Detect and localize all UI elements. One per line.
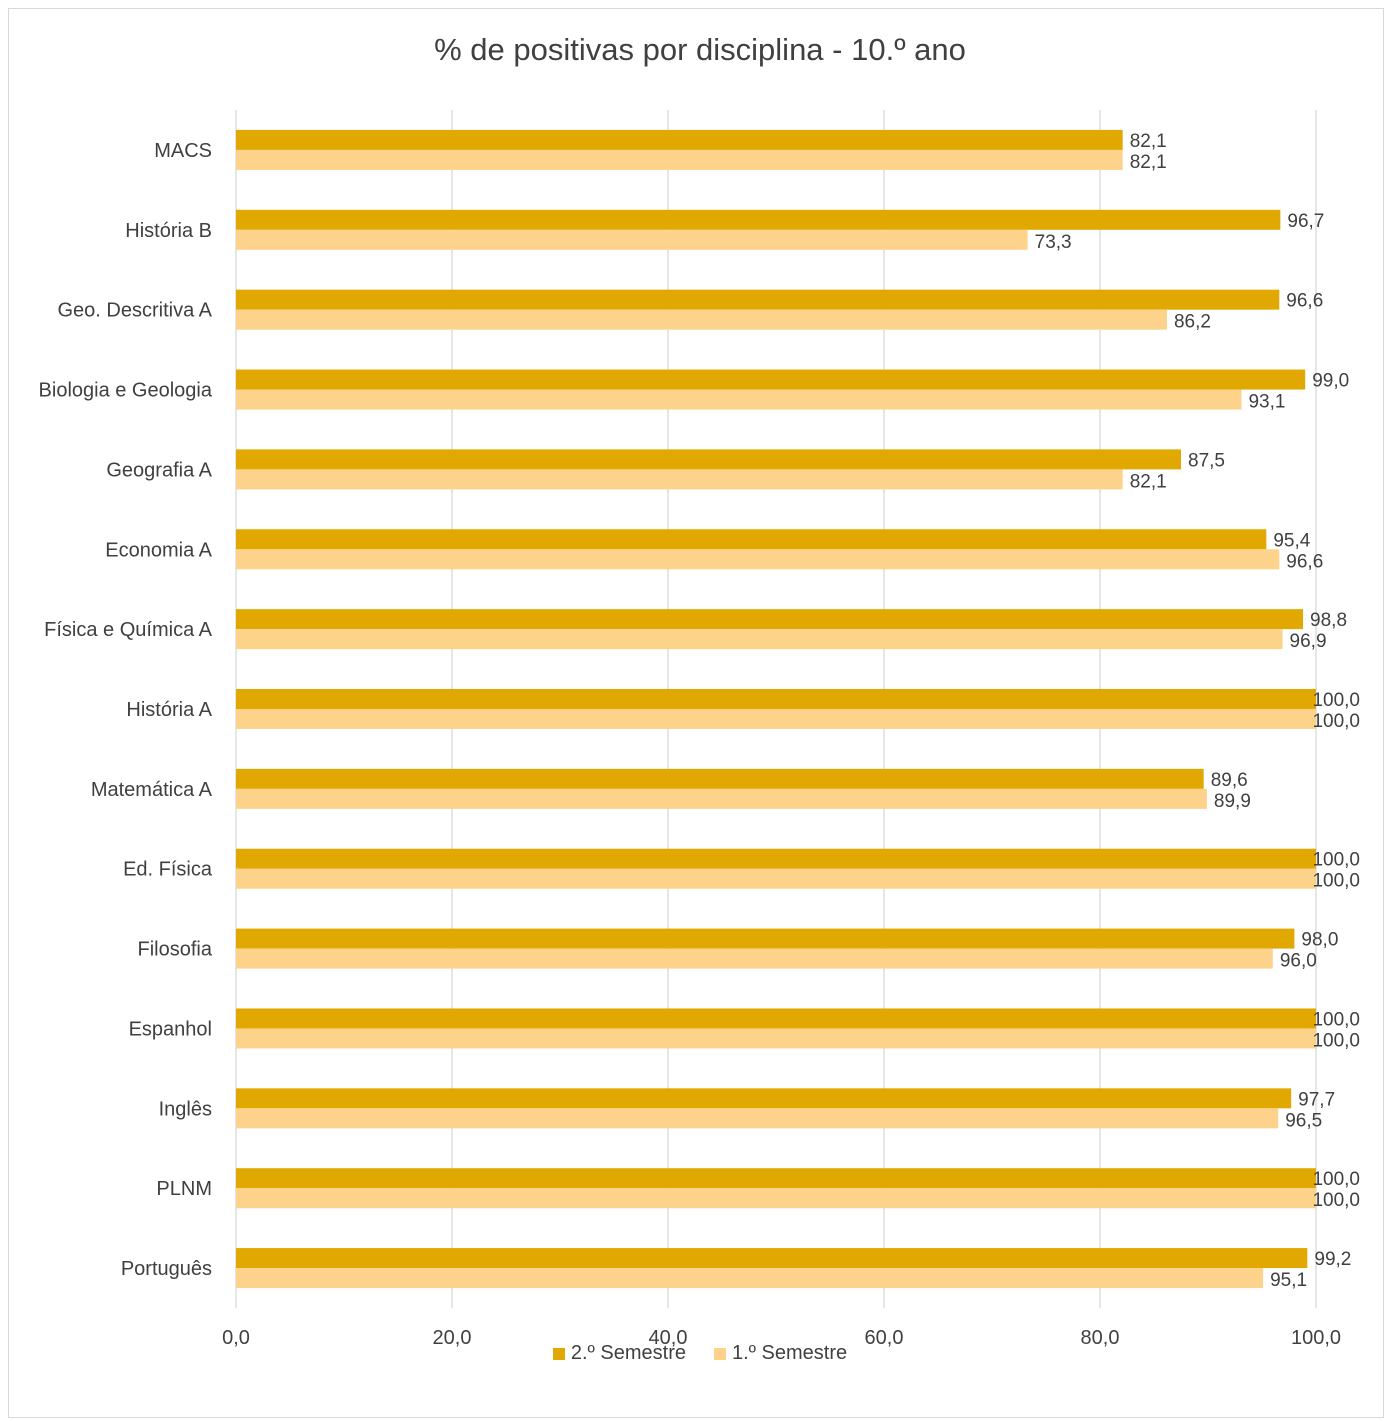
bar [236, 629, 1283, 650]
data-label: 93,1 [1248, 392, 1285, 413]
data-label: 100,0 [1312, 1169, 1360, 1190]
bar [236, 449, 1181, 470]
x-tick-label: 80,0 [1081, 1327, 1120, 1349]
data-label: 100,0 [1312, 1030, 1360, 1051]
chart-title: % de positivas por disciplina - 10.º ano [434, 32, 966, 67]
category-label: Filosofia [138, 939, 213, 961]
bar [236, 848, 1316, 869]
bar [236, 129, 1123, 150]
category-label: Espanhol [129, 1018, 212, 1040]
x-tick-label: 0,0 [222, 1327, 250, 1349]
bar [236, 689, 1316, 709]
bar [236, 229, 1028, 250]
bar [236, 788, 1207, 809]
bar [236, 289, 1280, 310]
bar [236, 609, 1304, 630]
bar [236, 1088, 1292, 1109]
data-label: 100,0 [1312, 711, 1360, 732]
bar [236, 529, 1267, 550]
category-label: Matemática A [91, 779, 213, 801]
data-label: 98,0 [1301, 930, 1338, 951]
bar [236, 149, 1123, 170]
data-label: 95,4 [1273, 530, 1310, 551]
x-tick-label: 60,0 [865, 1327, 904, 1349]
legend: 2.º Semestre 1.º Semestre [0, 1342, 1386, 1365]
category-label: História B [125, 220, 212, 242]
data-label: 82,1 [1130, 131, 1167, 152]
legend-label-series-2: 1.º Semestre [732, 1342, 848, 1364]
category-label: Física e Química A [44, 619, 212, 641]
category-label: Economia A [105, 539, 212, 561]
data-label: 96,9 [1290, 631, 1327, 652]
category-label: MACS [154, 140, 212, 162]
bar [236, 1268, 1264, 1289]
bar [236, 928, 1295, 949]
legend-label-series-1: 2.º Semestre [570, 1342, 686, 1364]
data-label: 100,0 [1312, 1190, 1360, 1211]
bar [236, 1188, 1316, 1209]
data-label: 98,8 [1310, 610, 1347, 631]
category-label: PLNM [156, 1178, 212, 1200]
data-label: 89,6 [1211, 770, 1248, 791]
bar [236, 1248, 1308, 1269]
data-label: 96,7 [1287, 211, 1324, 232]
bar [236, 1108, 1279, 1129]
data-label: 99,0 [1312, 371, 1349, 392]
bar [236, 1168, 1316, 1189]
data-label: 86,2 [1174, 312, 1211, 333]
data-label: 89,9 [1214, 791, 1251, 812]
bar [236, 709, 1316, 729]
legend-item-series-1: 2.º Semestre [552, 1342, 686, 1365]
bar [236, 389, 1242, 410]
category-label: Geografia A [106, 459, 212, 481]
data-label: 82,1 [1130, 152, 1167, 173]
data-label: 95,1 [1270, 1270, 1307, 1291]
legend-item-series-2: 1.º Semestre [714, 1342, 847, 1365]
data-label: 96,6 [1286, 551, 1323, 572]
bar [236, 868, 1316, 889]
x-tick-label: 20,0 [433, 1327, 472, 1349]
bar [236, 948, 1273, 969]
category-label: História A [126, 699, 212, 721]
bar [236, 209, 1281, 230]
category-label: Biologia e Geologia [39, 380, 213, 402]
data-label: 82,1 [1130, 471, 1167, 492]
bar [236, 369, 1306, 390]
category-label: Português [121, 1258, 212, 1280]
data-label: 96,5 [1285, 1110, 1322, 1131]
legend-swatch-series-1 [552, 1347, 565, 1360]
data-label: 96,6 [1286, 291, 1323, 312]
data-label: 96,0 [1280, 951, 1317, 972]
bar [236, 768, 1204, 789]
data-label: 87,5 [1188, 450, 1225, 471]
category-label: Inglês [159, 1098, 212, 1120]
x-tick-label: 40,0 [649, 1327, 688, 1349]
category-label: Ed. Física [123, 859, 213, 881]
data-label: 100,0 [1312, 871, 1360, 892]
data-label: 100,0 [1312, 690, 1360, 711]
x-tick-label: 100,0 [1291, 1327, 1341, 1349]
data-label: 99,2 [1314, 1249, 1351, 1270]
category-label: Geo. Descritiva A [57, 300, 212, 322]
data-label: 73,3 [1035, 232, 1072, 253]
data-label: 100,0 [1312, 850, 1360, 871]
data-label: 97,7 [1298, 1089, 1335, 1110]
data-label: 100,0 [1312, 1009, 1360, 1030]
bar [236, 549, 1280, 570]
bar [236, 1028, 1316, 1049]
legend-swatch-series-2 [714, 1347, 726, 1360]
bar [236, 469, 1123, 490]
bar [236, 309, 1167, 330]
bar [236, 1008, 1316, 1029]
